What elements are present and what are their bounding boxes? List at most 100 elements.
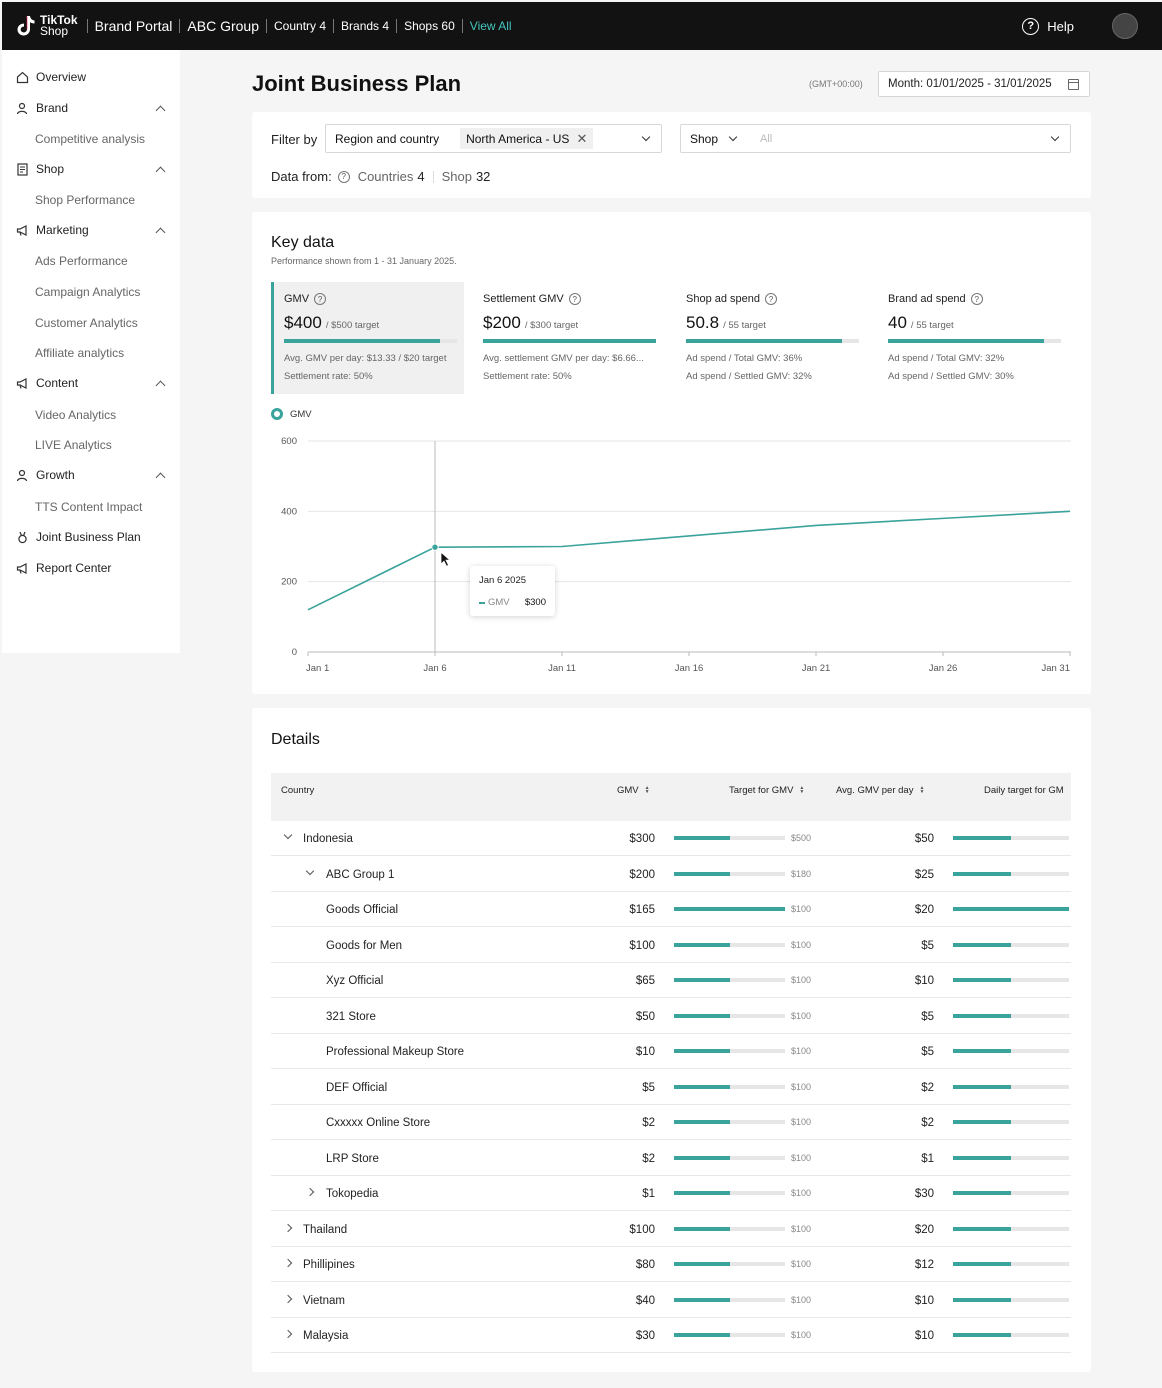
y-tick-label: 600	[281, 436, 297, 447]
sidebar-item-brand[interactable]: Brand	[2, 101, 180, 115]
metric-target: / $500 target	[325, 320, 380, 331]
row-daily-progress-fill	[953, 836, 1011, 840]
country-count: Country 4	[274, 19, 327, 33]
sidebar-item-overview[interactable]: Overview	[2, 70, 180, 84]
column-header-gmv[interactable]: GMV ▲ ▼	[617, 785, 650, 796]
shop-select[interactable]: Shop All	[680, 124, 1071, 153]
sidebar-item-report-center[interactable]: Report Center	[2, 561, 180, 575]
chevron-right-icon[interactable]	[283, 1294, 293, 1303]
table-row[interactable]: Indonesia $300 $500 $50	[271, 821, 1071, 856]
metric-detail-2: Ad spend / Settled GMV: 32%	[686, 371, 812, 382]
tooltip-series: GMV	[488, 597, 510, 608]
sidebar-item-affiliate-analytics[interactable]: Affiliate analytics	[35, 346, 125, 360]
row-daily-progress-fill	[953, 1155, 1011, 1160]
row-target: $500	[791, 833, 812, 843]
sidebar-item-growth[interactable]: Growth	[2, 468, 180, 482]
chevron-down-icon	[1050, 132, 1060, 142]
chevron-right-icon[interactable]	[283, 1329, 293, 1339]
table-row[interactable]: Thailand $100 $100 $20	[271, 1212, 1071, 1247]
row-name: Goods Official	[326, 904, 399, 916]
metric-card-settlement-gmv[interactable]: Settlement GMV? $200/ $300 target Avg. s…	[473, 282, 666, 394]
sort-icon: ▲ ▼	[799, 785, 805, 795]
row-gmv-progress	[674, 1333, 785, 1337]
row-gmv-progress	[674, 1262, 785, 1266]
row-daily-progress-fill	[953, 1084, 1011, 1089]
column-header-avg-gmv[interactable]: Avg. GMV per day ▲ ▼	[836, 785, 924, 796]
tiktok-shop-logo[interactable]: TikTok Shop	[16, 14, 78, 38]
region-country-select[interactable]: Region and country North America - US ✕	[325, 124, 662, 153]
sidebar-item-live-analytics[interactable]: LIVE Analytics	[35, 438, 112, 452]
metric-progress-bar	[888, 339, 1061, 343]
sidebar-item-customer-analytics[interactable]: Customer Analytics	[35, 316, 138, 330]
metric-progress-bar	[686, 339, 859, 343]
table-row[interactable]: Vietnam $40 $100 $10	[271, 1283, 1071, 1318]
sidebar-item-ads-performance[interactable]: Ads Performance	[35, 254, 128, 268]
sidebar-item-content[interactable]: Content	[2, 376, 180, 390]
legend-radio-icon	[271, 408, 283, 420]
row-target: $100	[791, 904, 812, 914]
sidebar-item-competitive-analysis[interactable]: Competitive analysis	[35, 132, 146, 146]
brands-count: Brands 4	[341, 19, 390, 33]
metric-progress-fill	[284, 339, 440, 343]
tooltip-value: $300	[524, 597, 546, 608]
chevron-right-icon[interactable]	[283, 1258, 293, 1268]
brand-portal-label: Brand Portal	[94, 18, 173, 34]
view-all-link[interactable]: View All	[469, 19, 512, 33]
row-avg-gmv: $10	[914, 1330, 934, 1342]
chart-legend[interactable]: GMV	[271, 408, 312, 420]
question-circle-icon[interactable]: ?	[765, 293, 778, 305]
metric-value: $200	[483, 313, 521, 332]
avatar[interactable]	[1112, 13, 1138, 39]
question-circle-icon[interactable]: ?	[314, 293, 327, 305]
metric-detail-1: Avg. settlement GMV per day: $6.66...	[483, 353, 644, 364]
sidebar-item-shop-performance[interactable]: Shop Performance	[35, 193, 136, 207]
gmv-line-chart[interactable]: 0 200 400 600 Jan 1 Jan 6 Jan 11 Jan 16 Jan 21 Ja…	[252, 432, 1091, 682]
metric-card-shop-ad-spend[interactable]: Shop ad spend? 50.8/ 55 target Ad spend …	[676, 282, 869, 394]
sidebar-item-tts-content-impact[interactable]: TTS Content Impact	[35, 500, 143, 514]
row-avg-gmv: $5	[921, 939, 934, 952]
table-row[interactable]: Tokopedia $1 $100 $30	[271, 1176, 1071, 1211]
help-button[interactable]: ? Help	[1022, 17, 1074, 35]
sidebar-item-shop[interactable]: Shop	[2, 162, 180, 176]
data-from-row: Data from: ? Countries 4 Shop 32	[271, 169, 490, 184]
y-tick-label: 0	[292, 647, 297, 658]
chevron-right-icon[interactable]	[283, 1223, 293, 1232]
row-gmv-progress	[674, 907, 785, 911]
question-circle-icon[interactable]: ?	[970, 293, 983, 305]
chevron-right-icon[interactable]	[305, 1187, 315, 1197]
row-daily-progress	[953, 1049, 1069, 1053]
row-daily-progress	[953, 1226, 1069, 1231]
row-avg-gmv: $2	[921, 1117, 934, 1129]
chevron-down-icon[interactable]	[283, 830, 293, 840]
chart-tooltip: Jan 6 2025 GMV $300	[470, 566, 555, 616]
hover-point	[431, 543, 439, 551]
x-tick-label: Jan 1	[306, 663, 329, 674]
row-gmv-progress	[674, 1013, 785, 1018]
row-gmv-progress-fill	[674, 1226, 730, 1231]
table-row[interactable]: ABC Group 1 $200 $180 $25	[271, 857, 1071, 892]
row-gmv: $50	[635, 1010, 655, 1023]
sort-icon: ▲ ▼	[644, 785, 650, 795]
chevron-down-icon[interactable]	[305, 866, 315, 875]
shop-key: Shop	[441, 169, 472, 184]
x-tick-label: Jan 31	[1041, 663, 1070, 674]
sidebar-item-video-analytics[interactable]: Video Analytics	[35, 408, 117, 422]
date-range-picker[interactable]: Month: 01/01/2025 - 31/01/2025	[878, 71, 1090, 97]
table-row[interactable]: Malaysia $30 $100 $10	[271, 1318, 1071, 1353]
column-header-target-gmv[interactable]: Target for GMV ▲ ▼	[729, 785, 805, 796]
row-gmv: $40	[635, 1294, 655, 1307]
metric-card-brand-ad-spend[interactable]: Brand ad spend? 40/ 55 target Ad spend /…	[878, 282, 1071, 394]
row-gmv-progress	[674, 1049, 785, 1053]
logo-line1: TikTok	[40, 13, 78, 27]
question-circle-icon[interactable]: ?	[337, 170, 350, 183]
table-row[interactable]: Phillipines $80 $100 $12	[271, 1247, 1071, 1282]
sidebar-item-campaign-analytics[interactable]: Campaign Analytics	[35, 285, 141, 299]
question-circle-icon[interactable]: ?	[568, 293, 581, 305]
sidebar-item-marketing[interactable]: Marketing	[2, 223, 180, 237]
close-icon[interactable]: ✕	[576, 130, 588, 146]
group-label[interactable]: ABC Group	[187, 18, 259, 34]
row-daily-progress	[953, 1297, 1069, 1302]
sidebar-item-joint-business-plan[interactable]: Joint Business Plan	[2, 530, 180, 544]
metric-card-gmv[interactable]: GMV? $400/ $500 target Avg. GMV per day:…	[271, 282, 464, 394]
sidebar-item-label: Shop	[36, 162, 65, 176]
